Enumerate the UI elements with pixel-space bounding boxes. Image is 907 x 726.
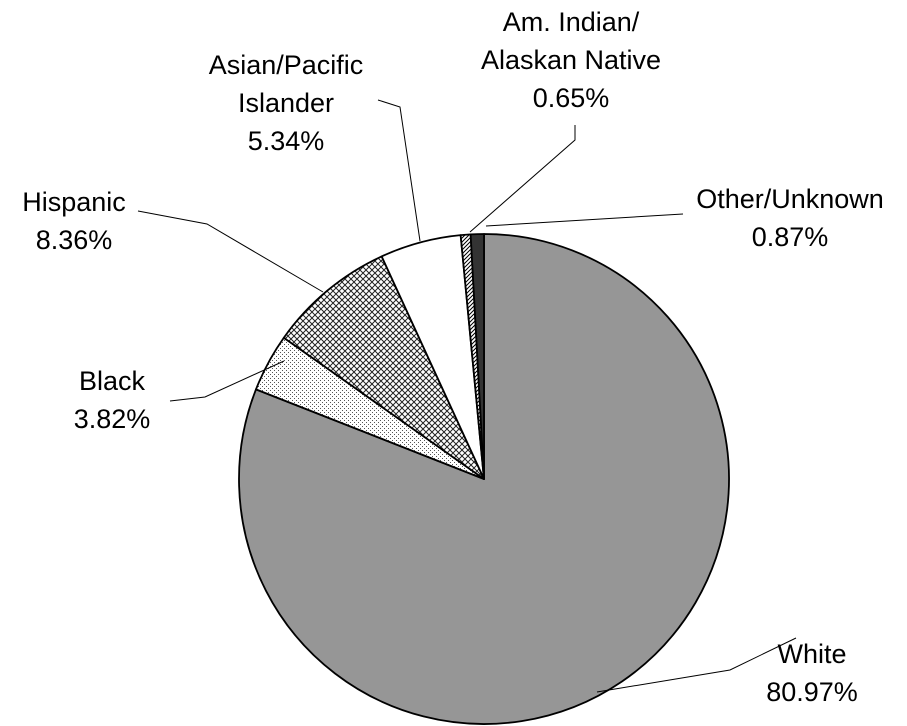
slice-value-label: 8.36% bbox=[36, 225, 113, 255]
slice-label-asian-pacific-islander: Asian/Pacific Islander 5.34% bbox=[209, 50, 364, 156]
slice-label-white: White 80.97% bbox=[766, 639, 858, 707]
slice-label-other-unknown: Other/Unknown 0.87% bbox=[696, 184, 884, 252]
slice-name-label: Hispanic bbox=[22, 187, 126, 217]
slice-value-label: 3.82% bbox=[74, 404, 151, 434]
leader-line-hispanic bbox=[138, 211, 323, 292]
slice-name-label: Asian/Pacific bbox=[209, 50, 364, 80]
leader-line-other-unknown bbox=[486, 214, 683, 226]
slice-value-label: 80.97% bbox=[766, 677, 858, 707]
slice-name-label: White bbox=[777, 639, 846, 669]
slice-name-label: Alaskan Native bbox=[481, 45, 661, 75]
slice-name-label: Black bbox=[79, 366, 146, 396]
leader-line-am-indian-alaskan-native bbox=[470, 125, 575, 232]
pie-slices bbox=[239, 234, 729, 724]
slice-value-label: 5.34% bbox=[248, 126, 325, 156]
slice-name-label: Other/Unknown bbox=[696, 184, 884, 214]
slice-value-label: 0.65% bbox=[533, 83, 610, 113]
slice-label-hispanic: Hispanic 8.36% bbox=[22, 187, 126, 255]
slice-name-label: Am. Indian/ bbox=[503, 7, 640, 37]
slice-value-label: 0.87% bbox=[752, 222, 829, 252]
slice-label-am-indian-alaskan-native: Am. Indian/Alaskan Native 0.65% bbox=[481, 7, 661, 113]
slice-name-label: Islander bbox=[238, 88, 334, 118]
slice-label-black: Black 3.82% bbox=[74, 366, 151, 434]
leader-line-asian-pacific-islander bbox=[378, 100, 420, 241]
